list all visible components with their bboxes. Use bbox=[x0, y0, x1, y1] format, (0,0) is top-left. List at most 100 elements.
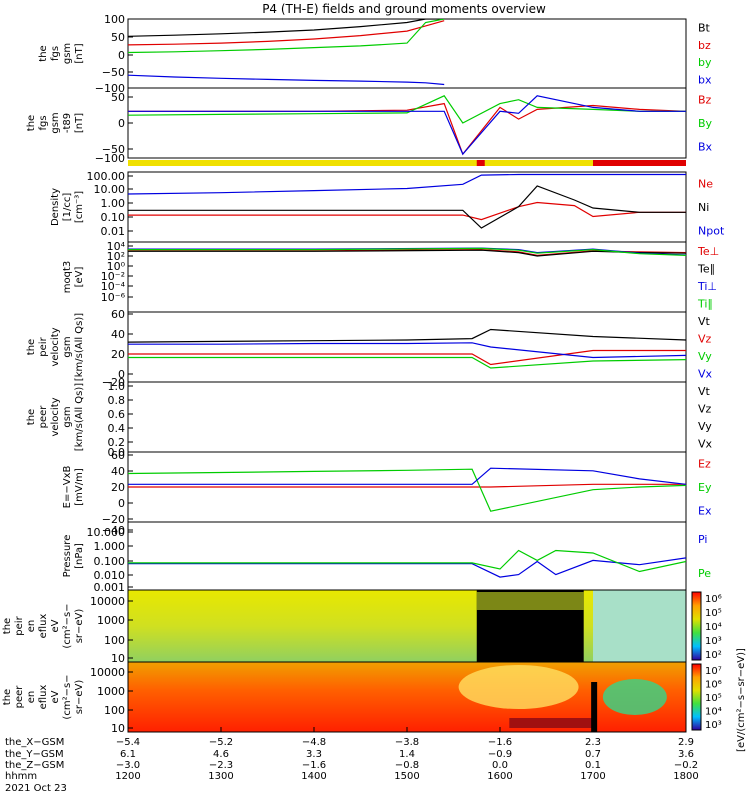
y-label-line: the bbox=[26, 409, 37, 425]
series-line-Vt bbox=[128, 328, 686, 343]
y-label-line: eflux bbox=[38, 614, 49, 639]
series-line-By bbox=[128, 95, 686, 124]
x-row-value: 1500 bbox=[394, 771, 419, 782]
x-row-value: 1400 bbox=[301, 771, 326, 782]
colorbar-tick: 10³ bbox=[705, 636, 722, 647]
spectrogram-band bbox=[476, 592, 584, 610]
mode-bar-red bbox=[593, 160, 686, 166]
y-label-line: eV bbox=[50, 690, 61, 703]
y-label-line: sr−eV) bbox=[74, 680, 85, 715]
y-axis-label: moqt3 [eV] bbox=[62, 261, 85, 294]
spectrogram-gap bbox=[591, 682, 598, 732]
mode-bar bbox=[128, 160, 686, 166]
panel-peer_en_eflux: 10000 1000 100 10 the peer en eflux eV (cm²−s− sr−… bbox=[2, 661, 722, 735]
series-group bbox=[128, 467, 686, 512]
series-line-Ex bbox=[128, 467, 686, 485]
y-tick-label: 100 bbox=[104, 704, 125, 717]
x-axis: the_X−GSM −5.4 −5.2 −4.8 −3.8 −1.6 2.3 2.9 the_Y… bbox=[5, 727, 699, 794]
legend-Ti∥: Ti∥ bbox=[697, 297, 713, 310]
y-label-line: peir bbox=[14, 615, 25, 635]
y-label-line: [1/cc] bbox=[62, 193, 73, 222]
legend-Vt: Vt bbox=[698, 315, 711, 328]
x-row-label: the_X−GSM bbox=[5, 737, 64, 748]
y-label-line: gsm bbox=[62, 43, 73, 64]
x-row-value: 3.3 bbox=[306, 749, 322, 760]
y-tick-label: 10 bbox=[111, 722, 125, 735]
y-tick-label: −20 bbox=[102, 513, 125, 526]
x-row-value: 1.4 bbox=[399, 749, 415, 760]
y-tick-label: 100 bbox=[104, 634, 125, 647]
colorbar-tick: 10⁴ bbox=[705, 622, 722, 633]
y-label-line: the bbox=[2, 618, 13, 634]
x-row-value: 4.6 bbox=[213, 749, 229, 760]
panel-e_vxb: 60 40 20 0 −20−40 E=−VxB [mV/m] Ez Ey Ex bbox=[62, 449, 712, 537]
y-tick-label: 10⁰ bbox=[107, 260, 126, 273]
y-tick-label: 40 bbox=[111, 465, 125, 478]
spectrogram-blob bbox=[458, 665, 579, 709]
y-axis-label: the fgs gsm [nT] bbox=[38, 43, 85, 64]
legend-Npot: Npot bbox=[698, 224, 725, 237]
y-label-line: (cm²−s− bbox=[62, 674, 73, 719]
y-tick-label: −100 bbox=[95, 82, 125, 95]
y-label-line: peer bbox=[38, 405, 49, 429]
legend-Vz: Vz bbox=[698, 402, 712, 415]
y-tick-label: 0.10 bbox=[101, 211, 126, 224]
y-axis-label: Pressure [nPa] bbox=[62, 535, 85, 578]
colorbar: 10⁷ 10⁶ 10⁵ 10⁴ 10³ bbox=[691, 663, 722, 731]
series-line-Pe bbox=[128, 549, 686, 573]
spectrogram-band bbox=[509, 718, 593, 728]
y-label-line: gsm bbox=[62, 336, 73, 357]
legend-Ez: Ez bbox=[698, 458, 711, 471]
x-row-value: −3.8 bbox=[395, 737, 419, 748]
colorbar-tick: 10⁵ bbox=[705, 693, 722, 704]
x-row-label: the_Z−GSM bbox=[5, 760, 64, 771]
y-label-line: [nPa] bbox=[74, 543, 85, 569]
y-tick-label: 10⁻⁶ bbox=[101, 291, 126, 304]
y-tick-label: 0.100 bbox=[94, 555, 126, 568]
y-tick-label: 60 bbox=[111, 308, 125, 321]
legend-Ey: Ey bbox=[698, 481, 712, 494]
y-label-line: Pressure bbox=[62, 535, 73, 578]
panel-peir_velocity: 60 40 20 0−20 the peir velocity gsm [km/s(All Qs… bbox=[26, 308, 713, 389]
legend-Te⊥: Te⊥ bbox=[697, 245, 719, 258]
x-row-value: 0.7 bbox=[585, 749, 601, 760]
panel-frame bbox=[127, 87, 687, 159]
x-row-value: 1800 bbox=[673, 771, 698, 782]
y-tick-label: 10⁻² bbox=[101, 270, 125, 283]
colorbar-tick: 10³ bbox=[705, 720, 722, 731]
y-tick-label: 10.00 bbox=[94, 183, 126, 196]
x-row-value: 1600 bbox=[487, 771, 512, 782]
series-line-Ey bbox=[128, 468, 686, 512]
spectrogram-blob2 bbox=[602, 679, 667, 715]
y-tick-label: 0 bbox=[118, 49, 125, 62]
y-tick-label: 1.000 bbox=[94, 540, 126, 553]
series-line-Npot bbox=[128, 173, 686, 195]
y-label-line: [nT] bbox=[74, 113, 85, 133]
y-label-line: velocity bbox=[50, 327, 61, 366]
legend-by: by bbox=[698, 56, 712, 69]
y-tick-label: 0.4 bbox=[108, 422, 126, 435]
x-row-value: 3.6 bbox=[678, 749, 694, 760]
colorbar-tick: 10⁵ bbox=[705, 608, 722, 619]
y-label-line: fgs bbox=[38, 115, 49, 130]
y-tick-label: 1000 bbox=[97, 614, 125, 627]
x-row-value: 1700 bbox=[580, 771, 605, 782]
y-label-line: the bbox=[26, 115, 37, 131]
y-axis-label: Density [1/cc] [cm⁻³] bbox=[50, 188, 85, 226]
y-tick-label: 10⁴ bbox=[107, 240, 126, 253]
y-tick-label: −100 bbox=[95, 152, 125, 165]
colorbar-scale bbox=[691, 663, 702, 731]
series-line-Pi bbox=[128, 557, 686, 578]
x-row-value: 0.0 bbox=[492, 760, 508, 771]
colorbar-units-text: [eV/(cm²−s−sr−eV)] bbox=[736, 648, 747, 752]
x-row-value: 2.3 bbox=[585, 737, 601, 748]
legend-Ex: Ex bbox=[698, 504, 712, 517]
legend-Ti⊥: Ti⊥ bbox=[697, 280, 717, 293]
series-line-Te∥ bbox=[128, 249, 686, 257]
x-row-value: −1.6 bbox=[302, 760, 326, 771]
series-line-Ez bbox=[128, 483, 686, 488]
colorbar-scale bbox=[691, 591, 702, 661]
y-tick-label: 0.8 bbox=[108, 394, 126, 407]
